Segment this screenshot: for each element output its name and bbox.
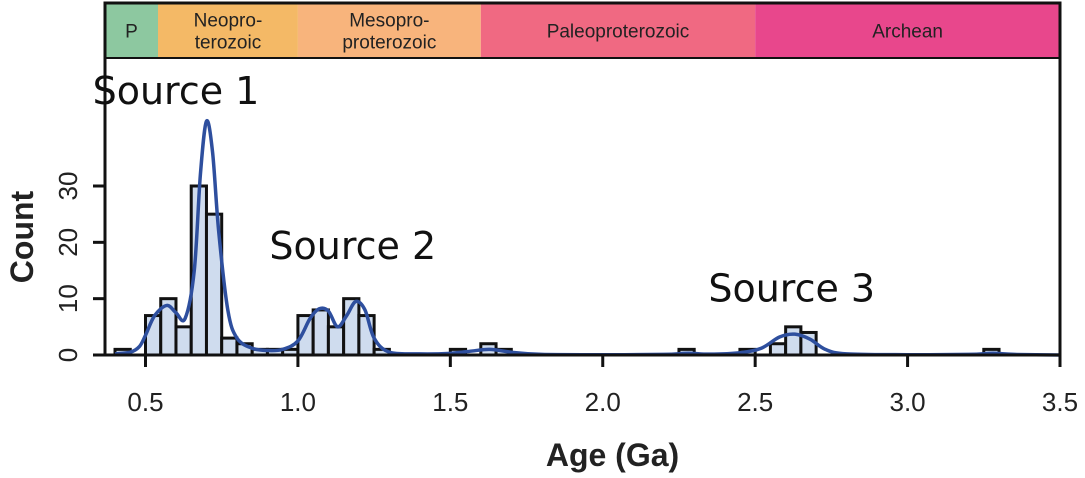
y-axis-title: Count: [4, 190, 40, 283]
kde-curve: [114, 118, 1061, 357]
x-tick-label: 1.0: [280, 387, 316, 417]
x-axis-title: Age (Ga): [546, 437, 679, 473]
era-label: Mesopro-: [349, 11, 429, 32]
era-rect: [755, 3, 1060, 58]
kde-curve-group: [114, 118, 1061, 357]
histogram-bar: [326, 325, 346, 357]
y-tick-label: 10: [53, 284, 83, 313]
histogram-bar: [220, 336, 239, 357]
histogram-bar: [174, 325, 193, 357]
x-tick-label: 1.5: [432, 387, 468, 417]
x-tick-label: 3.5: [1042, 387, 1078, 417]
x-tick-label: 0.5: [127, 387, 163, 417]
era-rect: [480, 3, 756, 58]
era-label: Paleoproterozoic: [547, 22, 690, 43]
era-label: terozoic: [195, 33, 262, 54]
histogram-bar: [768, 342, 788, 357]
era-rect: [105, 3, 158, 58]
era-label: proterozoic: [342, 33, 436, 54]
era-rect: [157, 3, 298, 58]
era-label: P: [125, 22, 138, 43]
axes: [93, 1, 1062, 367]
era-label: Archean: [872, 22, 943, 43]
source-annotation: Source 2: [269, 224, 436, 268]
y-tick-label: 20: [53, 228, 83, 257]
plot-frame: [103, 1, 1062, 357]
era-label: Neopro-: [194, 11, 263, 32]
era-band: P Neopro-terozoic Mesopro-proterozoic Paleo…: [105, 3, 1060, 58]
x-tick-label: 2.5: [737, 387, 773, 417]
source-annotation: Source 3: [708, 266, 875, 310]
histogram-bar: [311, 308, 330, 357]
chart-text: 0.5 1.0 1.5 2.0 2.5 3.0 3.5 0 10 20 30 Age (Ga) Coun…: [4, 69, 1078, 473]
source-annotation: Source 1: [93, 69, 260, 113]
x-tick-label: 3.0: [890, 387, 926, 417]
y-tick-label: 0: [53, 348, 83, 362]
x-tick-label: 2.0: [585, 387, 621, 417]
y-tick-label: 30: [53, 172, 83, 201]
era-rect: [297, 3, 481, 58]
histogram-bar: [784, 325, 803, 357]
